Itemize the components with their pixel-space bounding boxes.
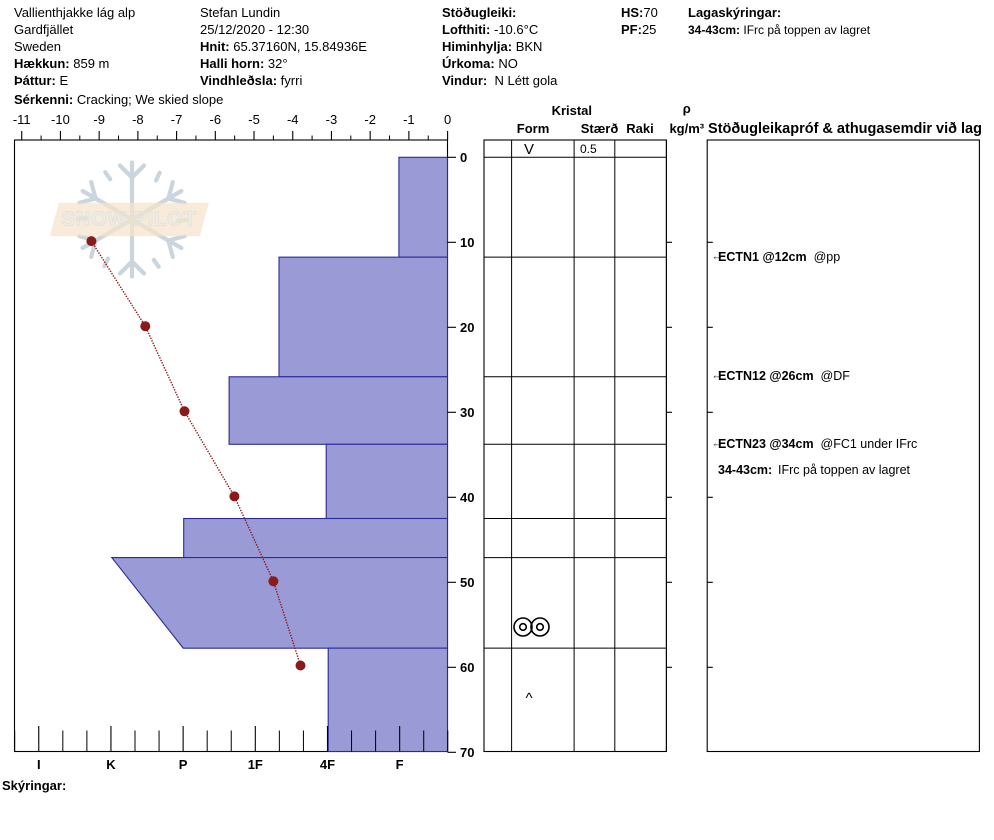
svg-text:0: 0	[444, 112, 451, 127]
svg-text:60: 60	[460, 660, 474, 675]
svg-text:-10: -10	[51, 112, 70, 127]
svg-text:70: 70	[460, 745, 474, 760]
svg-text:40: 40	[460, 490, 474, 505]
svg-text:Stærð: Stærð	[581, 121, 619, 136]
svg-text:V: V	[524, 141, 534, 158]
svg-text:ECTN23 @34cm @FC1 under IFrc: ECTN23 @34cm @FC1 under IFrc	[718, 437, 917, 451]
svg-text:I: I	[37, 757, 41, 772]
svg-text:-1: -1	[403, 112, 415, 127]
svg-text:1F: 1F	[248, 757, 263, 772]
svg-text:30: 30	[460, 405, 474, 420]
svg-text:34-43cm:: 34-43cm:	[718, 463, 772, 477]
svg-text:Kristal: Kristal	[552, 103, 592, 118]
svg-text:P: P	[179, 757, 188, 772]
svg-text:-8: -8	[132, 112, 144, 127]
svg-text:-3: -3	[326, 112, 338, 127]
svg-text:SNOW PILOT: SNOW PILOT	[61, 209, 196, 231]
svg-text:F: F	[396, 757, 404, 772]
svg-text:0.5: 0.5	[580, 142, 597, 156]
svg-text:50: 50	[460, 575, 474, 590]
svg-text:ECTN1 @12cm @pp: ECTN1 @12cm @pp	[718, 250, 840, 264]
svg-text:Form: Form	[517, 121, 550, 136]
svg-text:ECTN12 @26cm @DF: ECTN12 @26cm @DF	[718, 369, 850, 383]
svg-text:-7: -7	[171, 112, 183, 127]
svg-text:Stöðugleikapróf & athugasemdir: Stöðugleikapróf & athugasemdir við lag	[708, 121, 982, 137]
svg-text:10: 10	[460, 235, 474, 250]
svg-text:kg/m³: kg/m³	[669, 121, 704, 136]
svg-text:Skýringar:: Skýringar:	[2, 778, 66, 793]
svg-text:0: 0	[460, 150, 467, 165]
svg-text:-4: -4	[287, 112, 299, 127]
svg-text:-11: -11	[13, 112, 31, 127]
svg-text:-9: -9	[93, 112, 105, 127]
svg-text:20: 20	[460, 320, 474, 335]
svg-text:-2: -2	[364, 112, 376, 127]
svg-text:K: K	[106, 757, 116, 772]
svg-text:-6: -6	[210, 112, 222, 127]
svg-text:Raki: Raki	[626, 121, 653, 136]
svg-text:^: ^	[525, 690, 532, 707]
svg-text:ρ: ρ	[683, 101, 691, 116]
svg-text:IFrc på toppen av lagret: IFrc på toppen av lagret	[778, 463, 911, 477]
svg-text:4F: 4F	[320, 757, 335, 772]
svg-text:-5: -5	[248, 112, 260, 127]
